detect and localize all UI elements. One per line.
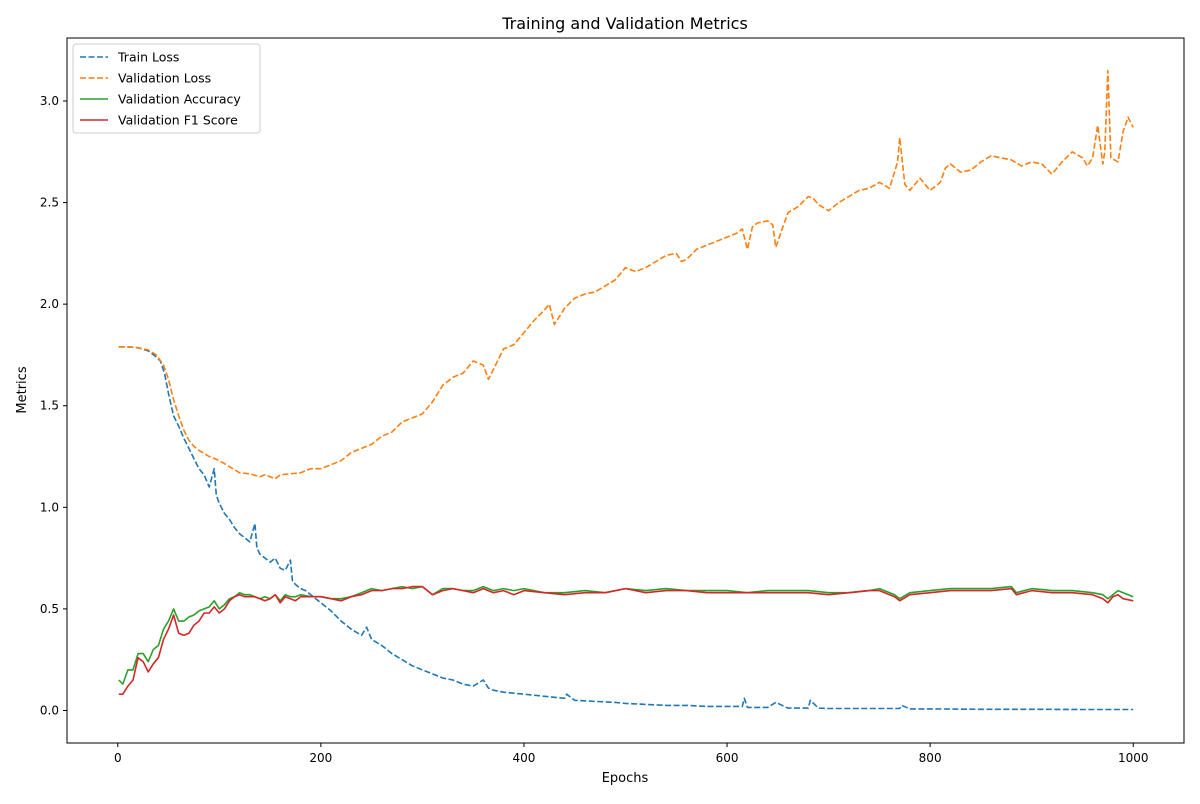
- x-tick-label-3: 600: [716, 751, 739, 765]
- y-tick-label-4: 2.0: [40, 297, 59, 311]
- legend-box: [72, 43, 261, 134]
- x-axis: 0 200 400 600 800 1000: [114, 743, 1149, 765]
- series-line-2: [118, 585, 1134, 685]
- legend-label-3: Validation F1 Score: [118, 113, 238, 128]
- plot-area: [118, 69, 1134, 711]
- y-tick-label-6: 3.0: [40, 94, 59, 108]
- x-tick-label-2: 400: [513, 751, 536, 765]
- y-axis: 0.0 0.5 1.0 1.5 2.0 2.5 3.0: [40, 94, 67, 717]
- y-tick-label-2: 1.0: [40, 500, 59, 514]
- y-tick-label-0: 0.0: [40, 703, 59, 717]
- chart-title: Training and Validation Metrics: [501, 14, 748, 33]
- legend-label-2: Validation Accuracy: [118, 92, 241, 107]
- x-tick-label-0: 0: [114, 751, 122, 765]
- series-line-0: [118, 346, 1134, 711]
- plot-frame: [66, 37, 1185, 744]
- legend: Train Loss Validation Loss Validation Accu…: [72, 43, 261, 134]
- x-axis-label: Epochs: [602, 771, 649, 786]
- y-axis-label: Metrics: [15, 366, 30, 413]
- legend-label-1: Validation Loss: [118, 71, 211, 86]
- x-tick-label-1: 200: [309, 751, 332, 765]
- y-tick-label-1: 0.5: [40, 602, 59, 616]
- x-tick-label-5: 1000: [1118, 751, 1149, 765]
- x-tick-label-4: 800: [919, 751, 942, 765]
- y-tick-label-3: 1.5: [40, 399, 59, 413]
- series-line-3: [118, 585, 1134, 695]
- legend-label-0: Train Loss: [117, 50, 179, 65]
- series-line-1: [118, 69, 1134, 480]
- y-tick-label-5: 2.5: [40, 196, 59, 210]
